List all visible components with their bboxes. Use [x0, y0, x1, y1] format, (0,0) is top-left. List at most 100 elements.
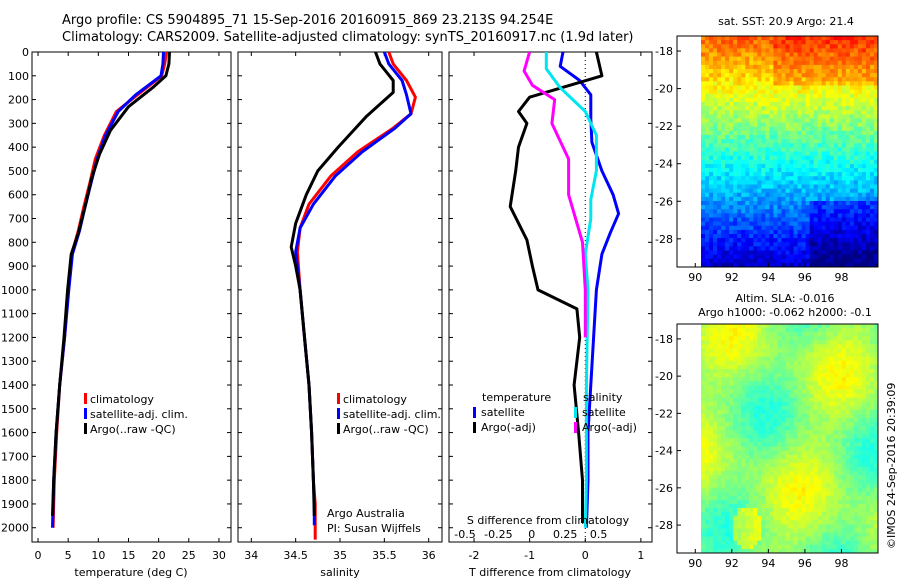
map-cell	[857, 213, 863, 218]
map-cell	[729, 352, 734, 358]
map-cell	[785, 258, 790, 264]
map-cell	[825, 130, 831, 136]
map-cell	[737, 532, 742, 538]
map-cell	[745, 348, 750, 354]
map-cell	[817, 418, 823, 423]
map-cell	[725, 147, 730, 152]
map-cell	[749, 168, 754, 173]
map-cell	[701, 368, 706, 374]
map-cell	[717, 184, 722, 190]
map-cell	[713, 458, 718, 464]
map-cell	[749, 405, 754, 411]
map-cell	[769, 332, 774, 337]
map-cell	[713, 532, 718, 538]
map-cell	[701, 192, 706, 198]
map-cell	[701, 475, 706, 480]
map-cell	[737, 262, 742, 268]
map-cell	[761, 262, 766, 268]
map-cell	[861, 81, 867, 86]
map-cell	[801, 242, 806, 247]
map-cell	[841, 389, 847, 394]
map-cell	[801, 85, 806, 91]
map-cell	[737, 250, 742, 256]
map-cell	[841, 258, 847, 264]
map-cell	[837, 229, 843, 235]
map-cell	[701, 205, 706, 210]
map-cell	[841, 499, 847, 505]
map-cell	[861, 114, 867, 119]
map-cell	[849, 467, 855, 472]
map-cell	[733, 217, 738, 223]
map-cell	[857, 196, 863, 202]
map-cell	[749, 438, 754, 443]
map-cell	[849, 434, 855, 439]
map-cell	[765, 192, 770, 198]
map-cell	[733, 336, 738, 341]
map-cell	[833, 508, 839, 513]
map-cell	[765, 495, 770, 501]
map-cell	[729, 209, 734, 214]
map-cell	[805, 401, 811, 407]
map-cell	[757, 77, 762, 82]
map-cell	[725, 381, 730, 386]
map-cell	[713, 503, 718, 509]
map-cell	[753, 377, 758, 382]
map-cell	[749, 368, 754, 374]
map-cell	[829, 254, 835, 260]
map-cell	[809, 454, 815, 460]
map-cell	[849, 438, 855, 443]
map-cell	[725, 188, 730, 194]
map-cell	[797, 168, 802, 173]
map-cell	[757, 93, 762, 99]
map-cell	[789, 520, 794, 525]
map-cell	[873, 56, 879, 62]
map-cell	[725, 508, 730, 513]
map-cell	[737, 69, 742, 74]
map-cell	[813, 520, 819, 525]
map-cell	[793, 97, 798, 103]
map-cell	[745, 364, 750, 370]
map-cell	[825, 64, 831, 70]
map-cell	[757, 332, 762, 337]
map-cell	[809, 438, 815, 443]
map-cell	[769, 36, 774, 41]
map-cell	[713, 422, 718, 427]
map-cell	[865, 348, 871, 354]
map-cell	[829, 143, 835, 148]
map-cell	[717, 418, 722, 423]
map-cell	[861, 225, 867, 231]
map-cell	[781, 413, 786, 419]
map-cell	[737, 143, 742, 148]
map-cell	[713, 381, 718, 386]
map-cell	[701, 60, 706, 66]
map-cell	[825, 487, 831, 493]
map-cell	[797, 438, 802, 443]
map-cell	[741, 64, 746, 70]
map-cell	[829, 217, 835, 223]
map-cell	[825, 118, 831, 124]
map-cell	[705, 487, 710, 493]
map-cell	[829, 413, 835, 419]
map-cell	[841, 118, 847, 124]
map-cell	[753, 172, 758, 177]
map-cell	[753, 495, 758, 501]
map-cell	[869, 262, 875, 268]
map-cell	[797, 238, 802, 243]
map-cell	[781, 426, 786, 431]
map-cell	[785, 225, 790, 231]
map-cell	[777, 348, 782, 354]
map-cell	[809, 475, 815, 480]
map-cell	[725, 377, 730, 382]
map-cell	[845, 442, 851, 448]
map-cell	[865, 135, 871, 140]
map-cell	[857, 377, 863, 382]
map-cell	[837, 356, 843, 362]
map-cell	[861, 467, 867, 472]
map-cell	[701, 172, 706, 177]
map-cell	[837, 44, 843, 49]
map-cell	[853, 85, 859, 91]
map-cell	[869, 44, 875, 49]
map-cell	[709, 512, 714, 517]
map-cell	[805, 524, 811, 529]
map-lon-tick-label: 98	[834, 271, 848, 284]
